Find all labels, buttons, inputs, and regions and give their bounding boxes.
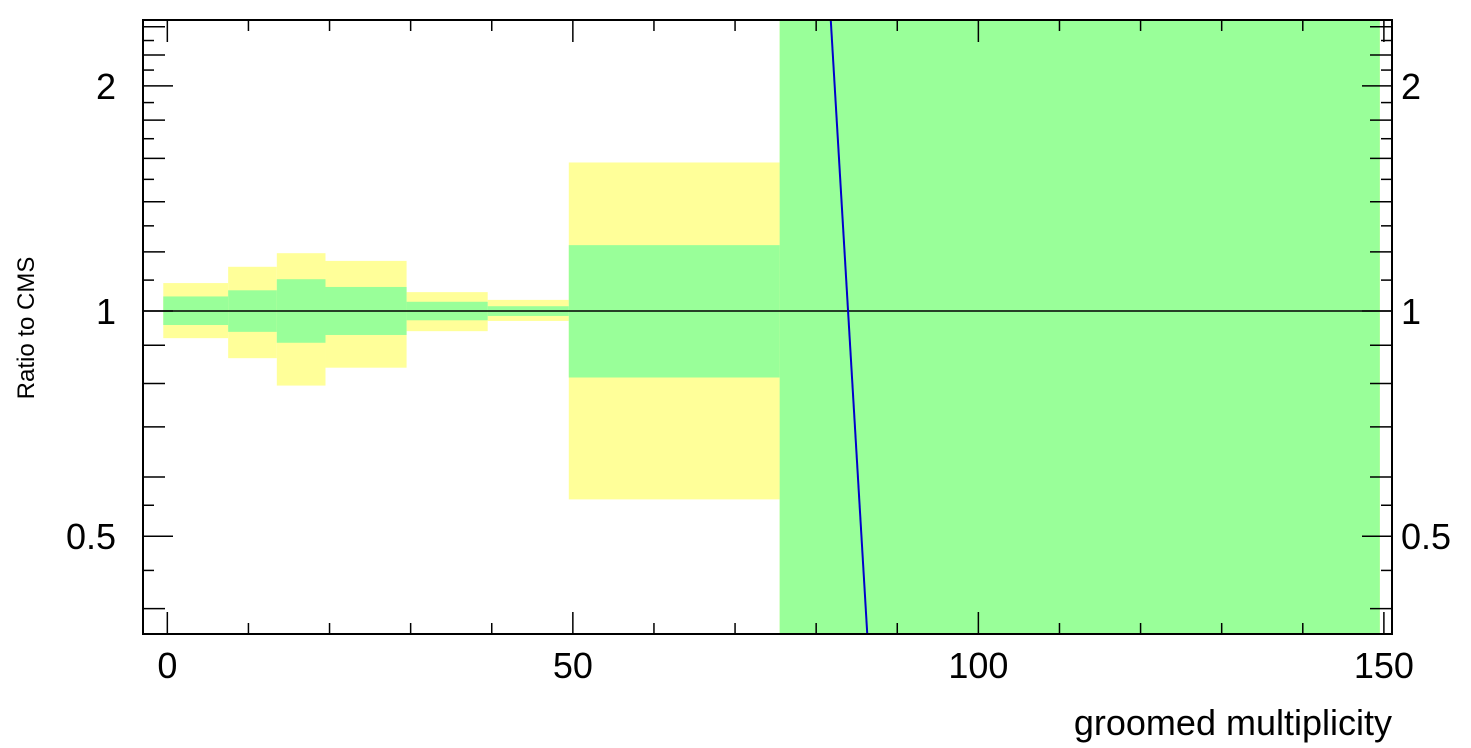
y-tick-label-left-0.5: 0.5 [66, 516, 116, 557]
uncertainty-bands [163, 20, 1380, 634]
x-tick-label-100: 100 [948, 645, 1008, 686]
y-tick-label-right-0.5: 0.5 [1401, 516, 1451, 557]
y-tick-label-left-2: 2 [96, 66, 116, 107]
axis-ticks [143, 20, 1392, 634]
y-axis-label: Ratio to CMS [13, 257, 40, 400]
y-tick-label-left-1: 1 [96, 291, 116, 332]
tick-labels: 0 50 100 150 0.5 0.5 1 1 2 2 [66, 66, 1451, 686]
x-axis-label: groomed multiplicity [1074, 702, 1392, 743]
curve-line-0 [829, 19, 869, 635]
plot-frame [142, 19, 1393, 635]
x-tick-label-0: 0 [157, 645, 177, 686]
x-tick-label-150: 150 [1354, 645, 1414, 686]
band-1-bin-7 [779, 20, 1380, 634]
y-tick-label-right-2: 2 [1401, 66, 1421, 107]
x-tick-label-50: 50 [553, 645, 593, 686]
y-tick-label-right-1: 1 [1401, 291, 1421, 332]
curve-layer [829, 19, 869, 635]
